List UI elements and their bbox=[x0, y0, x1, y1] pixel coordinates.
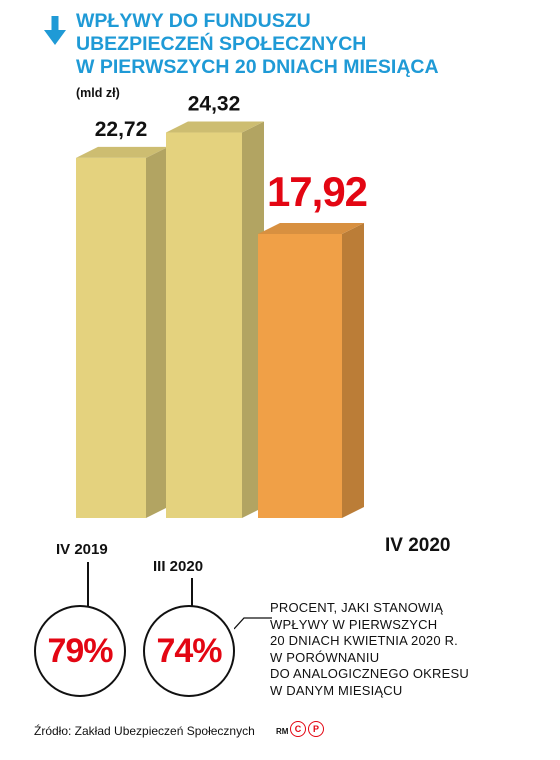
category-label-iii-2020: III 2020 bbox=[153, 558, 204, 575]
note-line: w danym miesiącu bbox=[270, 682, 403, 698]
logo-letter: P bbox=[308, 721, 324, 737]
leader-line bbox=[191, 578, 193, 606]
bar-top-iv-2019 bbox=[76, 146, 168, 158]
value-label-iii-2020: 24,32 bbox=[188, 93, 241, 116]
chart-title: WPŁYWY DO FUNDUSZU UBEZPIECZEŃ SPOŁECZNY… bbox=[76, 10, 536, 79]
category-label-iv-2020: IV 2020 bbox=[385, 535, 451, 556]
bar-top-iv-2020 bbox=[258, 222, 364, 234]
bar-side-iv-2020 bbox=[342, 222, 364, 518]
author-credit: RM bbox=[276, 727, 289, 736]
bar-iii-2020 bbox=[166, 132, 242, 518]
percent-badge-iii-2020: 74% bbox=[143, 605, 235, 697]
bar-iv-2019 bbox=[76, 157, 146, 518]
percent-badge-iv-2019: 79% bbox=[34, 605, 126, 697]
value-label-iv-2019: 22,72 bbox=[95, 118, 148, 141]
unit-label: (mld zł) bbox=[76, 86, 120, 100]
bar-top-iii-2020 bbox=[166, 121, 264, 133]
logo-letter: C bbox=[290, 721, 306, 737]
title-line: WPŁYWY DO FUNDUSZU bbox=[76, 10, 311, 32]
bar-side-iv-2019 bbox=[146, 146, 168, 518]
value-label-iv-2020: 17,92 bbox=[267, 168, 367, 215]
note-line: wpływy w pierwszych bbox=[270, 616, 438, 632]
title-line: W PIERWSZYCH 20 DNIACH MIESIĄCA bbox=[76, 56, 439, 78]
title-line: UBEZPIECZEŃ SPOŁECZNYCH bbox=[76, 33, 367, 55]
note-line: w porównaniu bbox=[270, 649, 380, 665]
source-text: Źródło: Zakład Ubezpieczeń Społecznych bbox=[34, 724, 255, 738]
bar-iv-2020 bbox=[258, 233, 342, 518]
note-line: do analogicznego okresu bbox=[270, 666, 469, 681]
publisher-logo: C P bbox=[290, 721, 324, 737]
note-line: 20 dniach kwietnia 2020 r. bbox=[270, 633, 458, 648]
bar-chart: 22,72 24,32 17,92 bbox=[76, 93, 368, 518]
note-line: Procent, jaki stanowią bbox=[270, 600, 444, 615]
arrow-down-icon bbox=[44, 16, 66, 45]
leader-line bbox=[87, 562, 89, 606]
footnote: Procent, jaki stanowią wpływy w pierwszy… bbox=[270, 600, 530, 699]
note-leader-line bbox=[234, 617, 272, 630]
category-label-iv-2019: IV 2019 bbox=[56, 541, 108, 558]
